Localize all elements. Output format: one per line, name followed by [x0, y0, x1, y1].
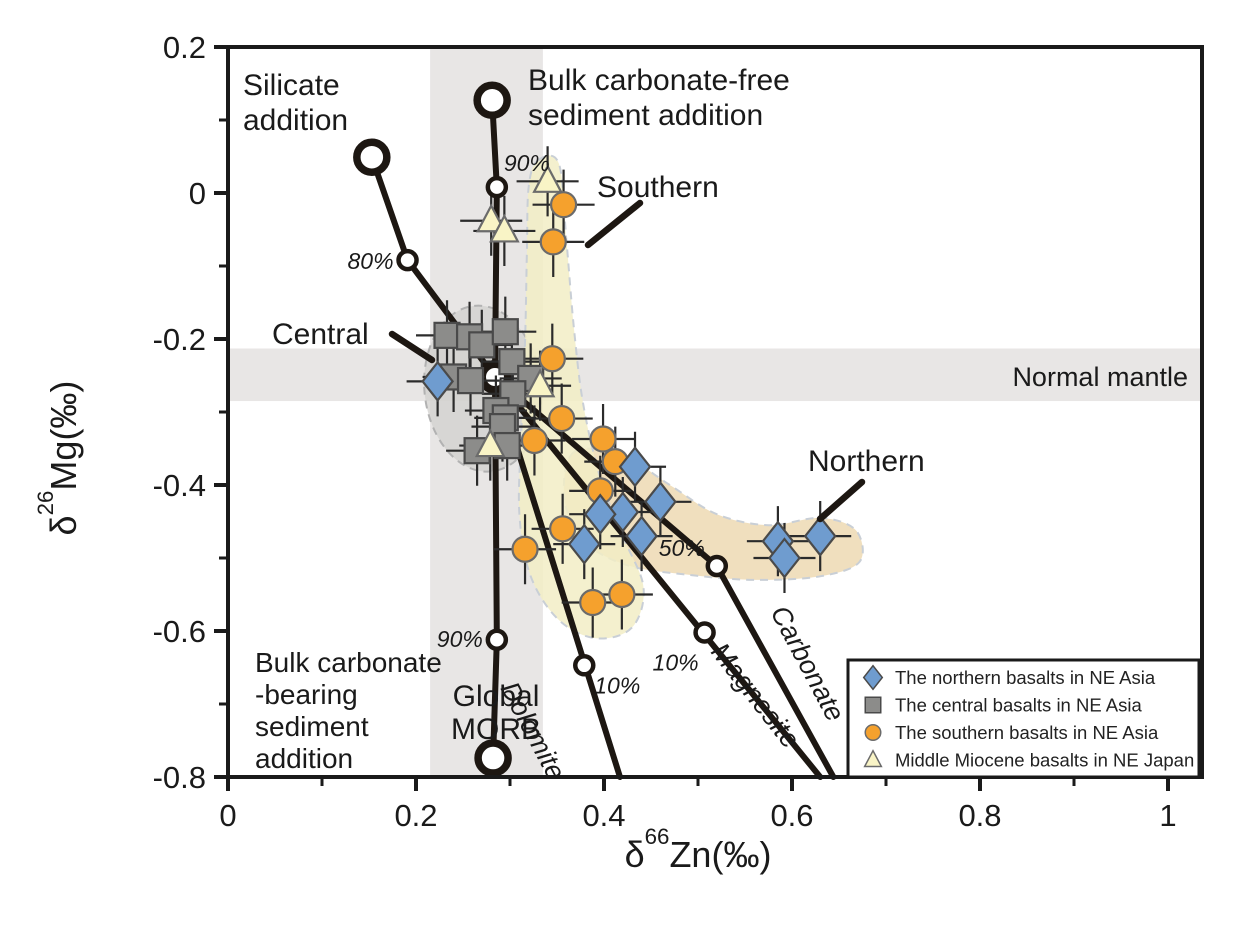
y-tick-label: 0 — [189, 176, 206, 211]
y-tick-label: -0.2 — [153, 322, 206, 357]
legend-item-miocene: Middle Miocene basalts in NE Japan — [863, 749, 1194, 771]
data-point-southern — [538, 345, 566, 373]
data-point-northern — [768, 537, 801, 579]
annotation-pointers — [388, 199, 866, 523]
carbonate-free-sediment-line-pct-label: 90% — [504, 150, 550, 176]
normal-mantle-band — [228, 348, 1202, 402]
mixing-line-markers: 80% 90% 90% 10% 10% 50% — [347, 81, 729, 777]
data-point-central — [456, 367, 485, 395]
y-tick-label: -0.4 — [153, 468, 206, 503]
carbonate-line-pct-label: 50% — [659, 535, 705, 561]
x-tick-label: 0 — [219, 798, 236, 833]
data-point-southern — [589, 425, 617, 453]
data-point-southern — [579, 588, 607, 617]
data-point-northern — [618, 445, 652, 488]
silicate-addition-line-end-circle — [353, 138, 391, 176]
silicate-addition-label: Silicate — [243, 69, 340, 102]
magnesite-line-pct-label: 10% — [653, 649, 699, 675]
x-tick-label: 0.6 — [770, 798, 813, 833]
dolomite-line-pct-label: 10% — [594, 672, 640, 698]
data-point-southern — [548, 404, 576, 433]
data-point-southern — [608, 580, 636, 609]
legend-marker-triangle — [863, 749, 883, 768]
global-morb-label: Global — [453, 680, 540, 713]
data-point-southern — [539, 228, 567, 256]
legend: The northern basalts in NE Asia The centr… — [846, 658, 1201, 779]
x-tick-label: 0.8 — [958, 798, 1001, 833]
y-tick-label: 0.2 — [163, 30, 206, 65]
series-southern — [511, 191, 636, 617]
carbonate-bearing-sediment-line-pct-label: 90% — [437, 626, 483, 652]
bulk-carbonate-bearing-label: sediment — [255, 711, 369, 742]
axes: 0 0.2 0.4 0.6 0.8 1 0.2 0 -0.2 -0.4 -0.6 -0.8 — [153, 30, 1204, 833]
central-label: Central — [272, 318, 369, 351]
bulk-carbonate-free-label: sediment addition — [528, 99, 763, 132]
data-point-central — [468, 331, 496, 359]
southern-label: Southern — [597, 171, 719, 204]
dolomite-line-pct-circle — [573, 654, 596, 677]
x-axis-title: δ66Zn(‰) — [624, 823, 772, 875]
legend-label: The northern basalts in NE Asia — [895, 667, 1156, 688]
northern-label: Northern — [808, 445, 925, 478]
data-point-northern — [606, 491, 640, 533]
legend-item-southern: The southern basalts in NE Asia — [864, 722, 1159, 743]
bulk-carbonate-free-label: Bulk carbonate-free — [528, 64, 790, 97]
silicate-addition-line-pct-label: 80% — [347, 248, 393, 274]
x-tick-label: 0.4 — [582, 798, 625, 833]
y-axis-title: δ26Mg(‰) — [32, 380, 84, 536]
data-point-northern — [625, 515, 659, 557]
data-point-northern — [803, 515, 837, 557]
y-tick-label: -0.6 — [153, 614, 206, 649]
series-northern — [421, 360, 837, 579]
data-point-southern — [520, 426, 549, 455]
carbonate-free-sediment-line-pct-circle — [485, 175, 509, 199]
x-tick-label: 1 — [1159, 798, 1176, 833]
data-point-southern — [511, 535, 539, 563]
legend-label: The southern basalts in NE Asia — [895, 722, 1159, 743]
bulk-carbonate-bearing-label: Bulk carbonate — [255, 647, 442, 678]
carbonate-line-pct-circle — [705, 554, 729, 578]
carbonate-bearing-sediment-line-pct-circle — [485, 628, 509, 652]
legend-marker-circle — [864, 724, 882, 741]
y-tick-label: -0.8 — [153, 760, 206, 795]
data-point-miocene — [489, 213, 520, 243]
x-tick-label: 0.2 — [394, 798, 437, 833]
silicate-addition-label: addition — [243, 104, 348, 137]
legend-box — [846, 658, 1201, 779]
data-point-northern — [583, 493, 617, 535]
series-miocene — [474, 163, 563, 458]
legend-item-northern: The northern basalts in NE Asia — [862, 664, 1156, 691]
legend-label: The central basalts in NE Asia — [895, 695, 1142, 716]
global-morb-label: MORB — [451, 713, 541, 746]
magnesite-line-pct-circle — [693, 621, 716, 644]
data-point-miocene — [475, 203, 507, 233]
data-point-northern — [567, 523, 601, 565]
legend-marker-diamond — [862, 664, 884, 691]
legend-label: Middle Miocene basalts in NE Japan — [895, 750, 1194, 771]
data-point-southern — [549, 191, 578, 219]
legend-item-central: The central basalts in NE Asia — [864, 695, 1142, 716]
carbonate-free-sediment-line-end-circle — [473, 81, 511, 120]
southern-pointer — [584, 199, 644, 249]
bulk-carbonate-bearing-label: -bearing — [255, 679, 358, 710]
data-point-southern — [549, 515, 577, 543]
legend-marker-square — [864, 696, 882, 714]
data-point-miocene — [474, 428, 506, 458]
bulk-carbonate-bearing-label: addition — [255, 743, 353, 774]
carbonate-bearing-sediment-line-end-circle — [474, 739, 512, 777]
data-point-central — [491, 318, 519, 346]
data-point-central — [433, 321, 461, 349]
data-point-northern — [421, 360, 455, 403]
northern-pointer — [816, 478, 866, 523]
central-pointer — [388, 330, 436, 364]
data-point-northern — [643, 481, 677, 523]
silicate-addition-line-pct-circle — [396, 248, 419, 272]
data-point-miocene — [532, 163, 563, 193]
normal-mantle-label: Normal mantle — [1012, 362, 1188, 392]
magnesite-line — [491, 373, 824, 780]
data-point-miocene — [524, 368, 556, 398]
